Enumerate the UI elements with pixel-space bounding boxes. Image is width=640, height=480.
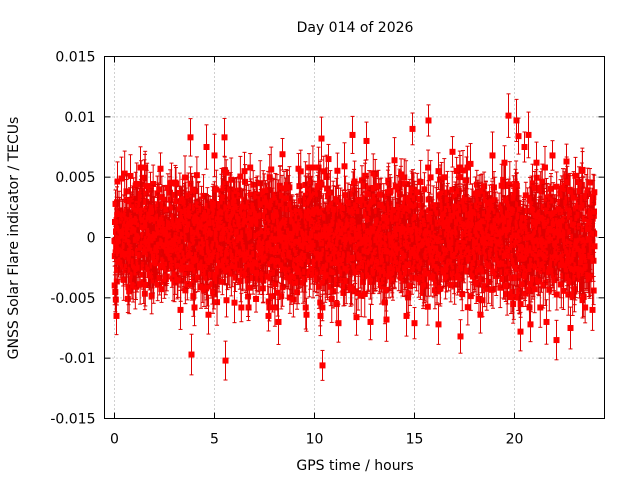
chart-title: Day 014 of 2026: [297, 20, 414, 36]
data-point: [363, 121, 370, 161]
y-tick-label: 0.01: [64, 110, 95, 126]
data-point: [349, 115, 356, 154]
y-tick-label: -0.015: [50, 412, 95, 428]
data-point: [457, 319, 464, 354]
y-axis-label: GNSS Solar Flare indicator / TECUs: [6, 117, 22, 360]
data-point: [549, 140, 556, 171]
data-point: [187, 118, 194, 157]
data-point: [367, 303, 374, 341]
data-point: [449, 136, 456, 168]
data-point: [425, 104, 432, 137]
data-point: [203, 124, 210, 170]
data-point: [177, 289, 184, 330]
data-point: [409, 112, 416, 146]
y-tick-label: 0: [87, 231, 96, 247]
x-tick-label: 15: [406, 432, 424, 448]
data-point: [188, 333, 195, 376]
data-point: [334, 152, 341, 189]
y-tick-label: -0.005: [50, 291, 95, 307]
data-point: [247, 153, 254, 182]
y-tick-labels: -0.015 -0.01 -0.005 0 0.005 0.01 0.015: [50, 50, 95, 428]
data-point: [553, 319, 560, 361]
x-axis-label: GPS time / hours: [296, 458, 413, 474]
data-point: [435, 303, 442, 345]
data-point: [505, 93, 512, 138]
data-point: [319, 349, 326, 381]
data-point: [527, 306, 534, 343]
data-points: [111, 93, 598, 381]
y-tick-label: 0.015: [55, 50, 95, 66]
data-point: [501, 145, 508, 181]
data-point: [222, 340, 229, 381]
data-point: [353, 298, 360, 336]
y-tick-label: 0.005: [55, 170, 95, 186]
x-tick-label: 10: [306, 432, 324, 448]
data-point: [411, 307, 418, 340]
x-tick-label: 0: [110, 432, 119, 448]
data-point: [157, 152, 164, 186]
data-point: [318, 116, 325, 161]
data-point: [231, 282, 238, 324]
data-point: [391, 137, 398, 184]
data-point: [223, 283, 230, 318]
x-tick-labels: 0 5 10 15 20: [110, 432, 523, 448]
data-point: [221, 117, 228, 157]
data-point: [517, 311, 524, 352]
data-point: [525, 111, 532, 159]
x-tick-label: 5: [210, 432, 219, 448]
data-point: [543, 299, 550, 345]
y-tick-label: -0.01: [59, 351, 95, 367]
x-tick-label: 20: [506, 432, 524, 448]
data-point: [238, 292, 245, 323]
